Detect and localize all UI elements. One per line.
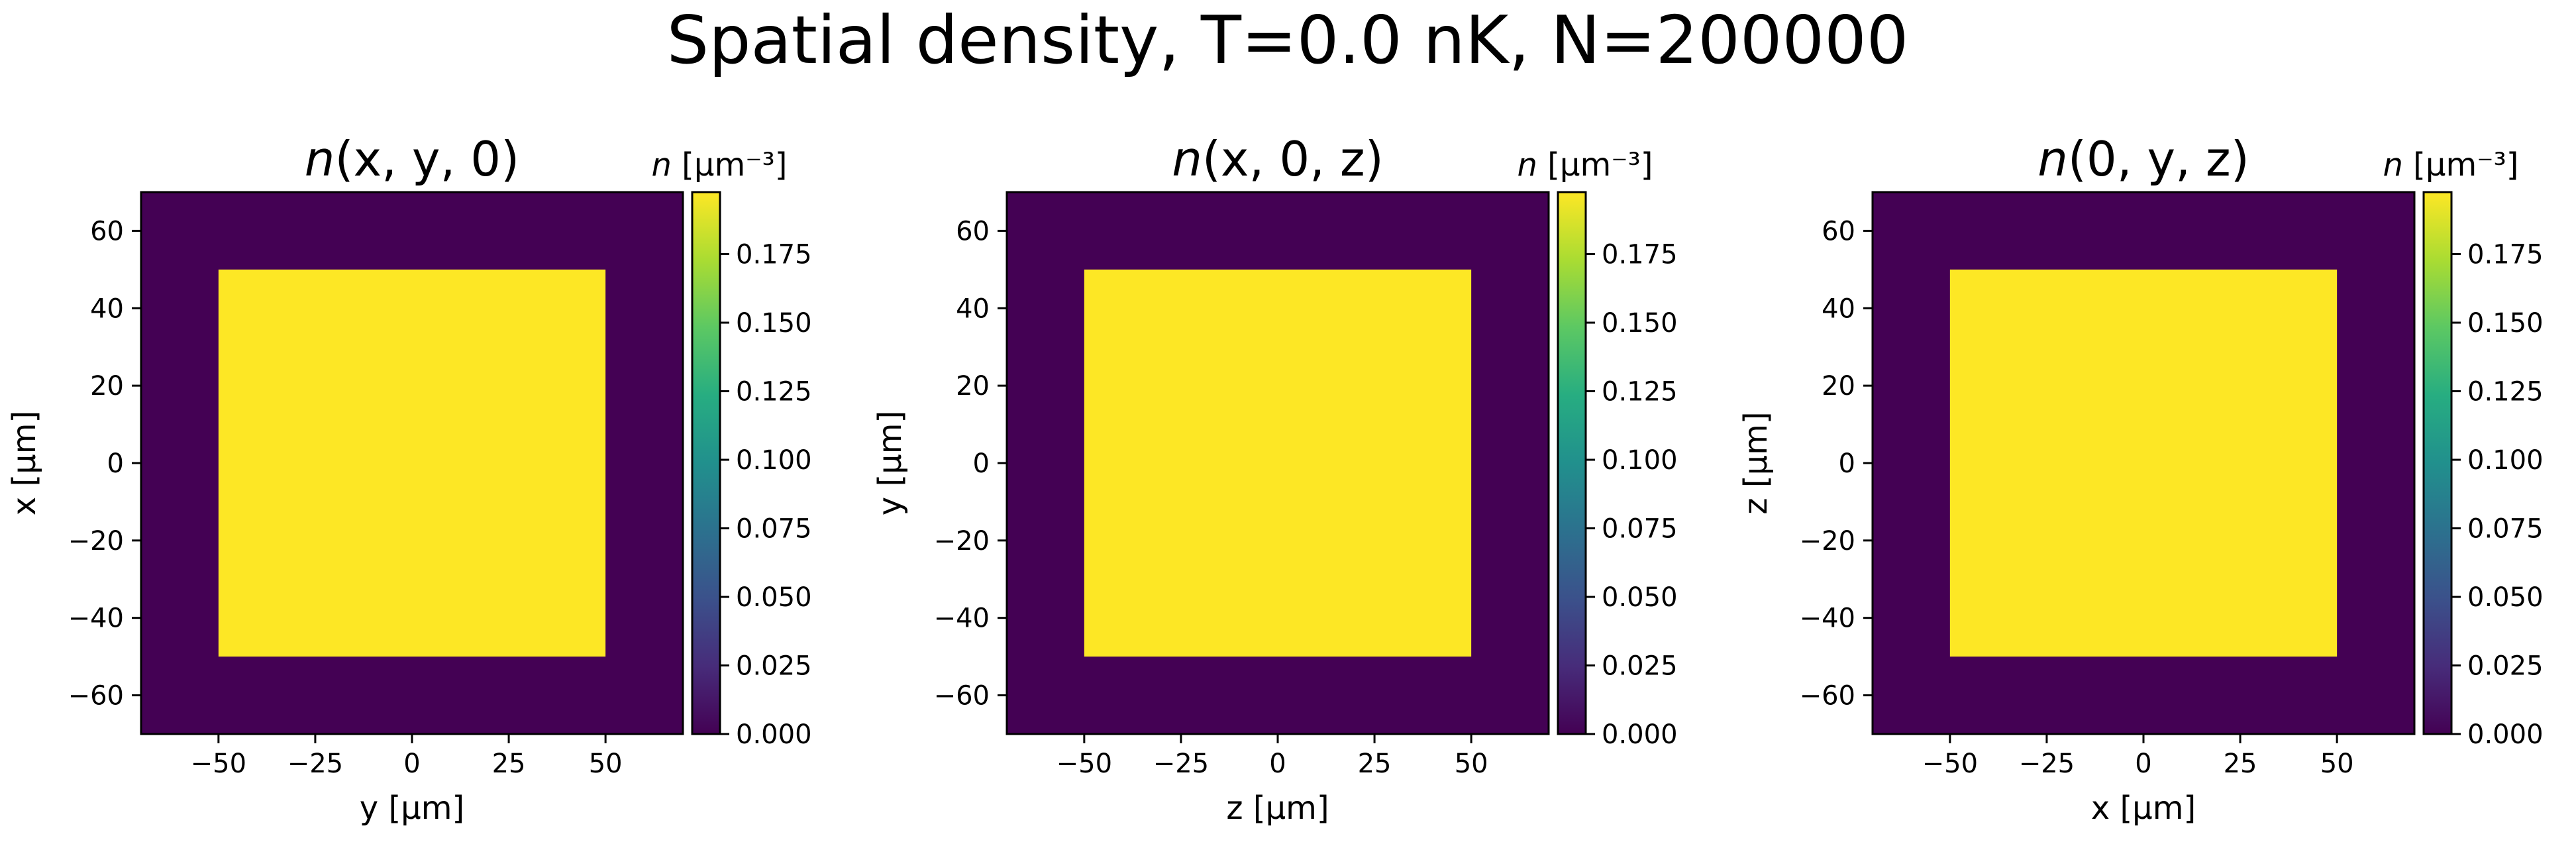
x-tick-label: −50	[1056, 749, 1112, 779]
colorbar-tick-label: 0.100	[736, 445, 812, 476]
colorbar-label: n [μm⁻³]	[651, 146, 787, 184]
colorbar-frame	[2422, 191, 2453, 735]
panel-title-args: (0, y, z)	[2068, 131, 2249, 187]
x-axis-label: z [μm]	[1226, 790, 1329, 827]
colorbar-label-symbol: n	[1517, 146, 1547, 184]
y-tick-label: 20	[90, 371, 124, 401]
colorbar-tick-label: 0.150	[736, 308, 812, 339]
y-tick-label: −60	[68, 681, 124, 711]
y-tick-label: 40	[956, 293, 990, 324]
y-tick-label: −20	[68, 526, 124, 556]
heatmap-density-region	[218, 269, 606, 657]
x-tick-label: −25	[1153, 749, 1209, 779]
x-axis-label: y [μm]	[360, 790, 464, 827]
y-tick-label: −60	[1800, 681, 1855, 711]
colorbar-tick-label: 0.075	[2467, 514, 2544, 545]
y-tick-label: 40	[90, 293, 124, 324]
colorbar-tick-label: 0.050	[736, 582, 812, 613]
colorbar-tick-label: 0.075	[1602, 514, 1678, 545]
colorbar-tick-label: 0.025	[1602, 651, 1678, 682]
colorbar-tick-label: 0.100	[1602, 445, 1678, 476]
colorbar-tick-label: 0.175	[2467, 240, 2544, 270]
x-axis-label: x [μm]	[2091, 790, 2196, 827]
colorbar-tick-label: 0.150	[2467, 308, 2544, 339]
panel-title-args: (x, y, 0)	[335, 131, 519, 187]
y-tick-label: 20	[956, 371, 990, 401]
y-tick-label: −40	[1800, 604, 1855, 634]
colorbar-tick-label: 0.025	[736, 651, 812, 682]
colorbar-gradient	[2424, 192, 2451, 734]
colorbar-tick-label: 0.025	[2467, 651, 2544, 682]
y-tick-label: 20	[1822, 371, 1855, 401]
x-tick-label: −25	[2019, 749, 2075, 779]
heatmap-density-region	[1084, 269, 1472, 657]
x-tick-label: −50	[191, 749, 246, 779]
colorbar-tick-label: 0.050	[2467, 582, 2544, 613]
colorbar-tick-label: 0.000	[1602, 719, 1678, 750]
x-tick-label: 25	[1358, 749, 1392, 779]
y-tick-label: −40	[934, 604, 990, 634]
colorbar-tick-label: 0.150	[1602, 308, 1678, 339]
y-axis-label: z [μm]	[1737, 411, 1775, 514]
x-tick-label: 50	[1455, 749, 1488, 779]
figure-title: Spatial density, T=0.0 nK, N=200000	[667, 1, 1909, 79]
y-axis-label: y [μm]	[872, 411, 909, 515]
panel-title-symbol: n	[1172, 131, 1202, 187]
y-tick-label: 60	[90, 216, 124, 246]
colorbar-tick-label: 0.175	[1602, 240, 1678, 270]
panel-title: n(0, y, z)	[2037, 131, 2249, 187]
y-tick-label: 0	[107, 448, 124, 479]
colorbar-label-symbol: n	[2383, 146, 2413, 184]
y-tick-label: 0	[973, 448, 990, 479]
y-tick-label: −40	[68, 604, 124, 634]
x-tick-label: 50	[589, 749, 623, 779]
colorbar-tick-label: 0.000	[2467, 719, 2544, 750]
x-tick-label: −25	[287, 749, 343, 779]
x-tick-label: 50	[2320, 749, 2354, 779]
y-tick-label: −20	[1800, 526, 1855, 556]
colorbar-label: n [μm⁻³]	[1517, 146, 1653, 184]
colorbar-frame	[1557, 191, 1587, 735]
colorbar-frame	[691, 191, 721, 735]
y-tick-label: 0	[1839, 448, 1855, 479]
colorbar-tick-label: 0.100	[2467, 445, 2544, 476]
colorbar-label-units: [μm⁻³]	[682, 146, 787, 184]
panel-title-symbol: n	[2037, 131, 2068, 187]
colorbar-tick-label: 0.075	[736, 514, 812, 545]
x-tick-label: 0	[1269, 749, 1286, 779]
panel-title-args: (x, 0, z)	[1202, 131, 1384, 187]
colorbar-label: n [μm⁻³]	[2383, 146, 2518, 184]
colorbar-tick-label: 0.175	[736, 240, 812, 270]
colorbar-label-symbol: n	[651, 146, 682, 184]
y-tick-label: 40	[1822, 293, 1855, 324]
colorbar-tick-label: 0.050	[1602, 582, 1678, 613]
y-axis-label: x [μm]	[6, 411, 43, 515]
heatmap-density-region	[1949, 269, 2338, 657]
colorbar-tick-label: 0.125	[2467, 377, 2544, 407]
x-tick-label: 0	[2135, 749, 2151, 779]
y-tick-label: −60	[934, 681, 990, 711]
y-tick-label: 60	[1822, 216, 1855, 246]
y-tick-label: −20	[934, 526, 990, 556]
colorbar-gradient	[1558, 192, 1586, 734]
panel-title: n(x, y, 0)	[305, 131, 519, 187]
colorbar-label-units: [μm⁻³]	[2413, 146, 2518, 184]
colorbar-label-units: [μm⁻³]	[1547, 146, 1653, 184]
x-tick-label: −50	[1922, 749, 1978, 779]
panel-title-symbol: n	[305, 131, 335, 187]
colorbar-tick-label: 0.125	[736, 377, 812, 407]
panel-title: n(x, 0, z)	[1172, 131, 1384, 187]
x-tick-label: 25	[2224, 749, 2257, 779]
x-tick-label: 0	[403, 749, 420, 779]
x-tick-label: 25	[492, 749, 526, 779]
y-tick-label: 60	[956, 216, 990, 246]
colorbar-gradient	[692, 192, 720, 734]
colorbar-tick-label: 0.000	[736, 719, 812, 750]
colorbar-tick-label: 0.125	[1602, 377, 1678, 407]
